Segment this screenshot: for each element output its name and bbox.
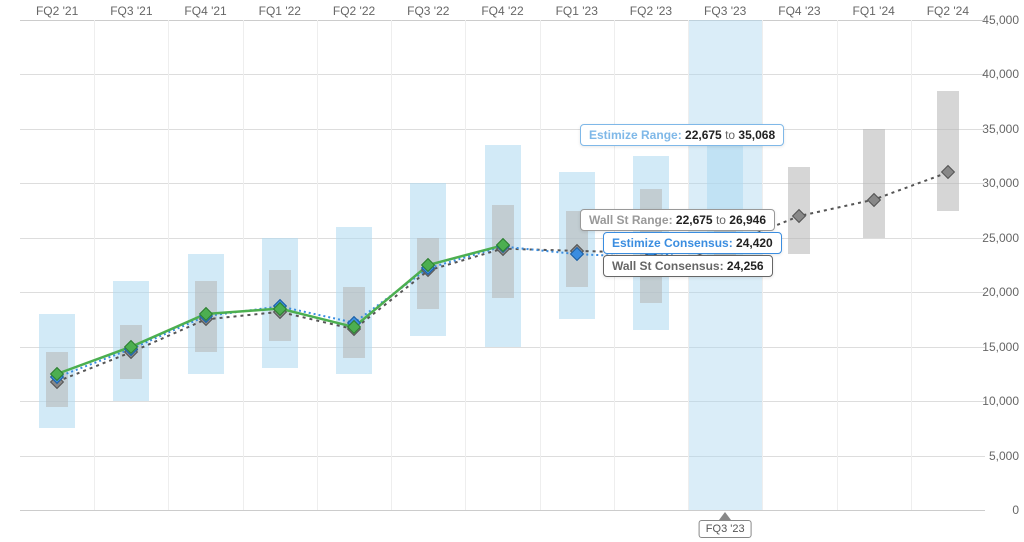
grid-line	[540, 20, 541, 510]
tooltip-label: Wall St Range:	[589, 213, 676, 227]
x-axis-label: FQ1 '22	[259, 4, 301, 18]
grid-line	[837, 20, 838, 510]
callout-tag: FQ3 '23	[699, 520, 752, 538]
x-axis-label: FQ4 '23	[778, 4, 820, 18]
tooltip-estimize_consensus: Estimize Consensus: 24,420	[603, 232, 782, 254]
y-axis-label: 35,000	[982, 122, 1019, 136]
y-axis-label: 10,000	[982, 394, 1019, 408]
y-axis-label: 5,000	[989, 449, 1019, 463]
x-axis-label: FQ2 '24	[927, 4, 969, 18]
x-axis-label: FQ2 '23	[630, 4, 672, 18]
tooltip-low: 22,675	[676, 213, 713, 227]
tooltip-wallst_consensus: Wall St Consensus: 24,256	[603, 255, 773, 277]
grid-line	[20, 347, 985, 348]
tooltip-value: 24,420	[736, 236, 773, 250]
tooltip-value: 24,256	[727, 259, 764, 273]
tooltip-label: Estimize Consensus:	[612, 236, 736, 250]
tooltip-wallst_range: Wall St Range: 22,675 to 26,946	[580, 209, 775, 231]
wallst-range-bar[interactable]	[937, 91, 959, 211]
tooltip-high: 35,068	[738, 128, 775, 142]
x-axis-label: FQ1 '23	[556, 4, 598, 18]
x-axis-label: FQ4 '21	[184, 4, 226, 18]
x-axis-label: FQ3 '22	[407, 4, 449, 18]
tooltip-label: Wall St Consensus:	[612, 259, 727, 273]
y-axis-label: 25,000	[982, 231, 1019, 245]
x-axis-label: FQ2 '21	[36, 4, 78, 18]
plot-border	[20, 20, 985, 21]
callout-pointer	[719, 512, 731, 520]
y-axis-label: 20,000	[982, 285, 1019, 299]
grid-line	[20, 401, 985, 402]
wallst-range-bar[interactable]	[863, 129, 885, 238]
tooltip-label: Estimize Range:	[589, 128, 685, 142]
y-axis-label: 0	[1012, 503, 1019, 517]
grid-line	[317, 20, 318, 510]
x-axis-label: FQ3 '23	[704, 4, 746, 18]
plot-border	[20, 510, 985, 511]
grid-line	[391, 20, 392, 510]
y-axis-label: 40,000	[982, 67, 1019, 81]
x-axis-label: FQ2 '22	[333, 4, 375, 18]
grid-line	[465, 20, 466, 510]
y-axis-label: 45,000	[982, 13, 1019, 27]
tooltip-estimize_range: Estimize Range: 22,675 to 35,068	[580, 124, 784, 146]
y-axis-label: 15,000	[982, 340, 1019, 354]
x-axis-label: FQ4 '22	[481, 4, 523, 18]
grid-line	[20, 456, 985, 457]
grid-line	[20, 129, 985, 130]
tooltip-high: 26,946	[729, 213, 766, 227]
x-axis-label: FQ3 '21	[110, 4, 152, 18]
y-axis-label: 30,000	[982, 176, 1019, 190]
x-axis-label: FQ1 '24	[852, 4, 894, 18]
grid-line	[94, 20, 95, 510]
estimate-chart: 0 5,000 10,000 15,000 20,000 25,000 30,000 35,0…	[0, 0, 1024, 542]
grid-line	[20, 74, 985, 75]
tooltip-mid: to	[713, 213, 730, 227]
tooltip-mid: to	[722, 128, 739, 142]
tooltip-low: 22,675	[685, 128, 722, 142]
grid-line	[243, 20, 244, 510]
grid-line	[168, 20, 169, 510]
grid-line	[911, 20, 912, 510]
